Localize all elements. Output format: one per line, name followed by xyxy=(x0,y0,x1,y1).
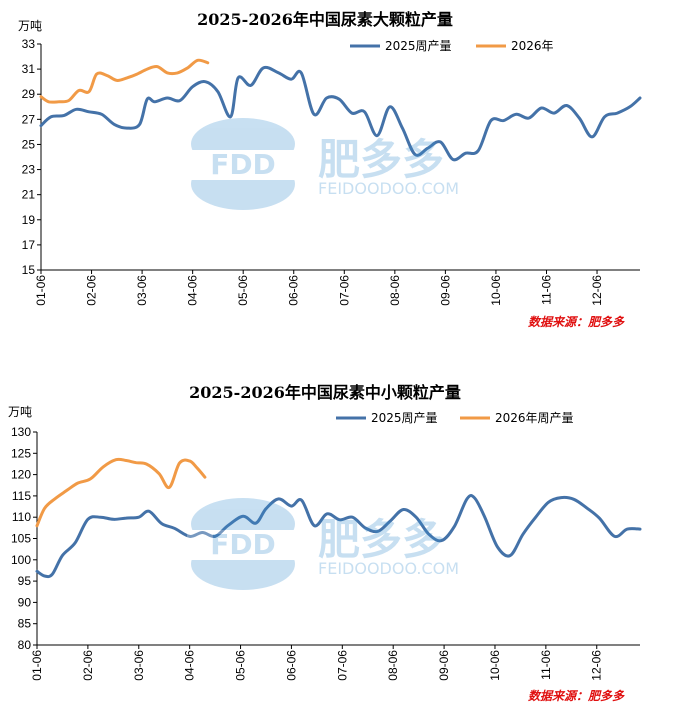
y-tick-label: 17 xyxy=(22,238,36,252)
y-tick-label: 19 xyxy=(22,213,36,227)
legend-label: 2025周产量 xyxy=(371,411,438,425)
watermark-url: FEIDOODOO.COM xyxy=(318,179,459,198)
watermark-logo-bottom xyxy=(191,538,295,590)
watermark-url: FEIDOODOO.COM xyxy=(318,559,459,578)
legend-label: 2025周产量 xyxy=(385,39,452,53)
y-tick-label: 31 xyxy=(22,62,36,76)
watermark-logo-band xyxy=(187,530,299,560)
x-tick-label: 02-06 xyxy=(81,650,95,681)
y-tick-label: 120 xyxy=(11,468,31,482)
x-tick-label: 04-06 xyxy=(183,650,197,681)
x-tick-label: 05-06 xyxy=(236,275,250,306)
y-tick-label: 85 xyxy=(18,617,32,631)
series-line-2026 xyxy=(39,58,210,104)
x-tick-label: 03-06 xyxy=(135,275,149,306)
y-tick-label: 130 xyxy=(11,425,31,439)
y-unit-label: 万吨 xyxy=(18,19,42,33)
x-tick-label: 09-06 xyxy=(438,275,452,306)
watermark-brand: 肥多多 xyxy=(318,135,444,184)
legend-label: 2026年周产量 xyxy=(495,411,574,425)
y-tick-label: 25 xyxy=(22,137,36,151)
legend-label: 2026年 xyxy=(511,39,554,53)
x-tick-label: 01-06 xyxy=(34,275,48,306)
y-tick-label: 115 xyxy=(12,489,31,503)
x-tick-label: 01-06 xyxy=(30,650,44,681)
y-tick-label: 110 xyxy=(12,510,31,524)
x-tick-label: 06-06 xyxy=(287,275,301,306)
x-tick-label: 10-06 xyxy=(489,275,503,306)
watermark-logo-top xyxy=(191,118,295,170)
x-tick-label: 11-06 xyxy=(539,275,553,305)
y-tick-label: 21 xyxy=(22,188,36,202)
x-tick-label: 07-06 xyxy=(337,275,351,306)
y-tick-label: 100 xyxy=(11,553,31,567)
y-unit-label: 万吨 xyxy=(8,405,32,419)
y-tick-label: 29 xyxy=(22,87,36,101)
x-tick-label: 04-06 xyxy=(186,275,200,306)
x-tick-label: 12-06 xyxy=(590,650,604,681)
watermark-logo-text: FDD xyxy=(210,148,276,181)
watermark-logo-band xyxy=(187,150,299,180)
series-line-2025 xyxy=(35,494,642,579)
x-tick-label: 10-06 xyxy=(488,650,502,681)
x-tick-label: 08-06 xyxy=(386,650,400,681)
x-tick-label: 11-06 xyxy=(539,650,553,680)
series-line-2025 xyxy=(39,65,642,162)
y-tick-label: 90 xyxy=(18,595,32,609)
x-tick-label: 03-06 xyxy=(132,650,146,681)
y-tick-label: 27 xyxy=(22,112,36,126)
chart-1: 2025-2026年中国尿素大颗粒产量 万吨 15 17 19 21 23 25 27 29 31 3… xyxy=(18,10,642,329)
x-tick-label: 09-06 xyxy=(437,650,451,681)
watermark-logo-top xyxy=(191,498,295,550)
source-note: 数据来源：肥多多 xyxy=(528,689,625,703)
chart-title: 2025-2026年中国尿素中小颗粒产量 xyxy=(189,383,461,402)
x-tick-label: 06-06 xyxy=(284,650,298,681)
y-tick-label: 33 xyxy=(22,37,36,51)
x-tick-label: 12-06 xyxy=(590,275,604,306)
y-tick-label: 80 xyxy=(18,638,32,652)
watermark-brand: 肥多多 xyxy=(318,515,444,564)
watermark-logo-text: FDD xyxy=(210,528,276,561)
source-note: 数据来源：肥多多 xyxy=(528,315,625,329)
watermark-logo-bottom xyxy=(191,158,295,210)
y-tick-label: 15 xyxy=(22,263,36,277)
x-tick-label: 07-06 xyxy=(335,650,349,681)
y-tick-label: 105 xyxy=(11,532,31,546)
series-line-2026 xyxy=(35,457,207,528)
y-tick-label: 95 xyxy=(18,574,32,588)
x-tick-label: 08-06 xyxy=(388,275,402,306)
chart-title: 2025-2026年中国尿素大颗粒产量 xyxy=(197,10,453,29)
x-tick-label: 02-06 xyxy=(85,275,99,306)
y-tick-label: 125 xyxy=(11,446,31,460)
x-tick-label: 05-06 xyxy=(234,650,248,681)
y-tick-label: 23 xyxy=(22,163,36,177)
